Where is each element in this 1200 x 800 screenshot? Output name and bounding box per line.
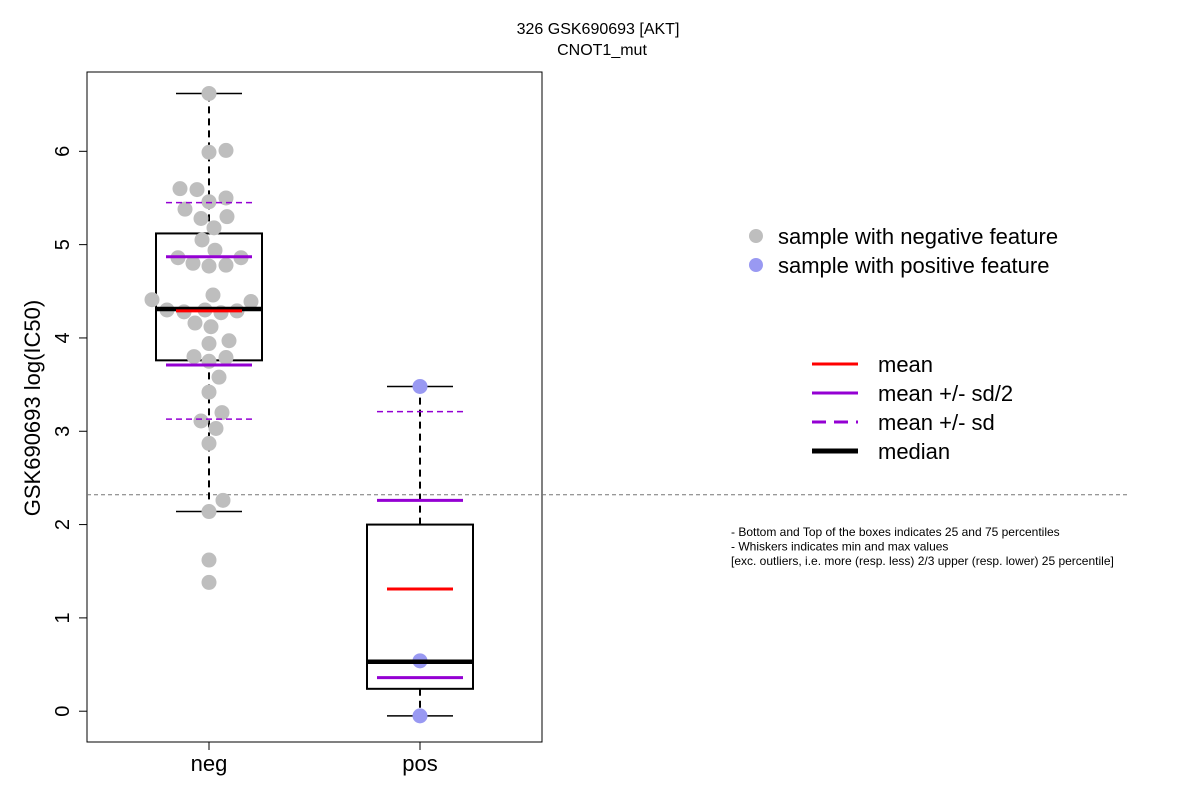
x-tick-label-neg: neg xyxy=(191,751,228,776)
data-point-neg xyxy=(201,85,217,101)
data-point-neg xyxy=(201,194,217,210)
data-point-neg xyxy=(201,336,217,352)
x-tick-label-pos: pos xyxy=(402,751,437,776)
data-point-neg xyxy=(218,142,234,158)
data-point-neg xyxy=(207,242,223,258)
data-point-neg xyxy=(187,315,203,331)
data-point-neg xyxy=(201,258,217,274)
note-line: - Whiskers indicates min and max values xyxy=(731,540,948,554)
y-tick-label: 4 xyxy=(52,332,74,343)
y-tick-label: 3 xyxy=(52,426,74,437)
chart-title: 326 GSK690693 [AKT] xyxy=(517,21,680,38)
data-point-neg xyxy=(218,190,234,206)
legend-point-label: sample with positive feature xyxy=(778,253,1049,278)
data-point-neg xyxy=(206,220,222,236)
y-tick-label: 2 xyxy=(52,519,74,530)
data-point-neg xyxy=(185,255,201,271)
data-point-neg xyxy=(201,504,217,520)
data-point-neg xyxy=(219,209,235,225)
data-point-neg xyxy=(205,287,221,303)
data-point-neg xyxy=(193,413,209,429)
legend-line-label: median xyxy=(878,439,950,464)
data-point-neg xyxy=(172,181,188,197)
data-point-neg xyxy=(201,144,217,160)
legend: sample with negative feature sample with … xyxy=(749,224,1058,464)
data-point-neg xyxy=(193,211,209,227)
data-point-neg xyxy=(186,349,202,365)
plot-frame xyxy=(86,71,543,743)
data-point-neg xyxy=(203,319,219,335)
data-point-neg xyxy=(194,232,210,248)
y-axis-title: GSK690693 log(IC50) xyxy=(20,300,45,516)
plot-area: 0 1 2 3 4 5 6 neg pos xyxy=(52,71,1129,776)
box-pos xyxy=(366,523,474,690)
data-point-neg xyxy=(201,435,217,451)
data-point-neg xyxy=(201,384,217,400)
data-point-pos xyxy=(412,378,428,394)
legend-line-label: mean +/- sd xyxy=(878,410,995,435)
data-point-neg xyxy=(201,552,217,568)
data-point-neg xyxy=(215,492,231,508)
data-point-neg xyxy=(208,420,224,436)
data-point-neg xyxy=(214,405,230,421)
y-tick-label: 5 xyxy=(52,239,74,250)
data-point-neg xyxy=(201,353,217,369)
note-line: [exc. outliers, i.e. more (resp. less) 2… xyxy=(731,554,1114,568)
y-tick-label: 0 xyxy=(52,706,74,717)
legend-point-marker xyxy=(749,229,763,243)
y-tick-label: 1 xyxy=(52,612,74,623)
note-line: - Bottom and Top of the boxes indicates … xyxy=(731,525,1060,539)
data-point-neg xyxy=(218,350,234,366)
legend-line-label: mean +/- sd/2 xyxy=(878,381,1013,406)
notes: - Bottom and Top of the boxes indicates … xyxy=(731,525,1114,568)
chart-subtitle: CNOT1_mut xyxy=(557,42,647,59)
data-point-neg xyxy=(218,257,234,273)
y-tick-label: 6 xyxy=(52,146,74,157)
legend-point-marker xyxy=(749,258,763,272)
data-point-neg xyxy=(189,182,205,198)
legend-point-label: sample with negative feature xyxy=(778,224,1058,249)
data-point-neg xyxy=(201,574,217,590)
data-point-neg xyxy=(144,292,160,308)
data-point-pos xyxy=(412,708,428,724)
data-point-neg xyxy=(211,369,227,385)
legend-line-label: mean xyxy=(878,352,933,377)
data-point-neg xyxy=(221,333,237,349)
data-point-neg xyxy=(243,294,259,310)
data-point-neg xyxy=(177,201,193,217)
